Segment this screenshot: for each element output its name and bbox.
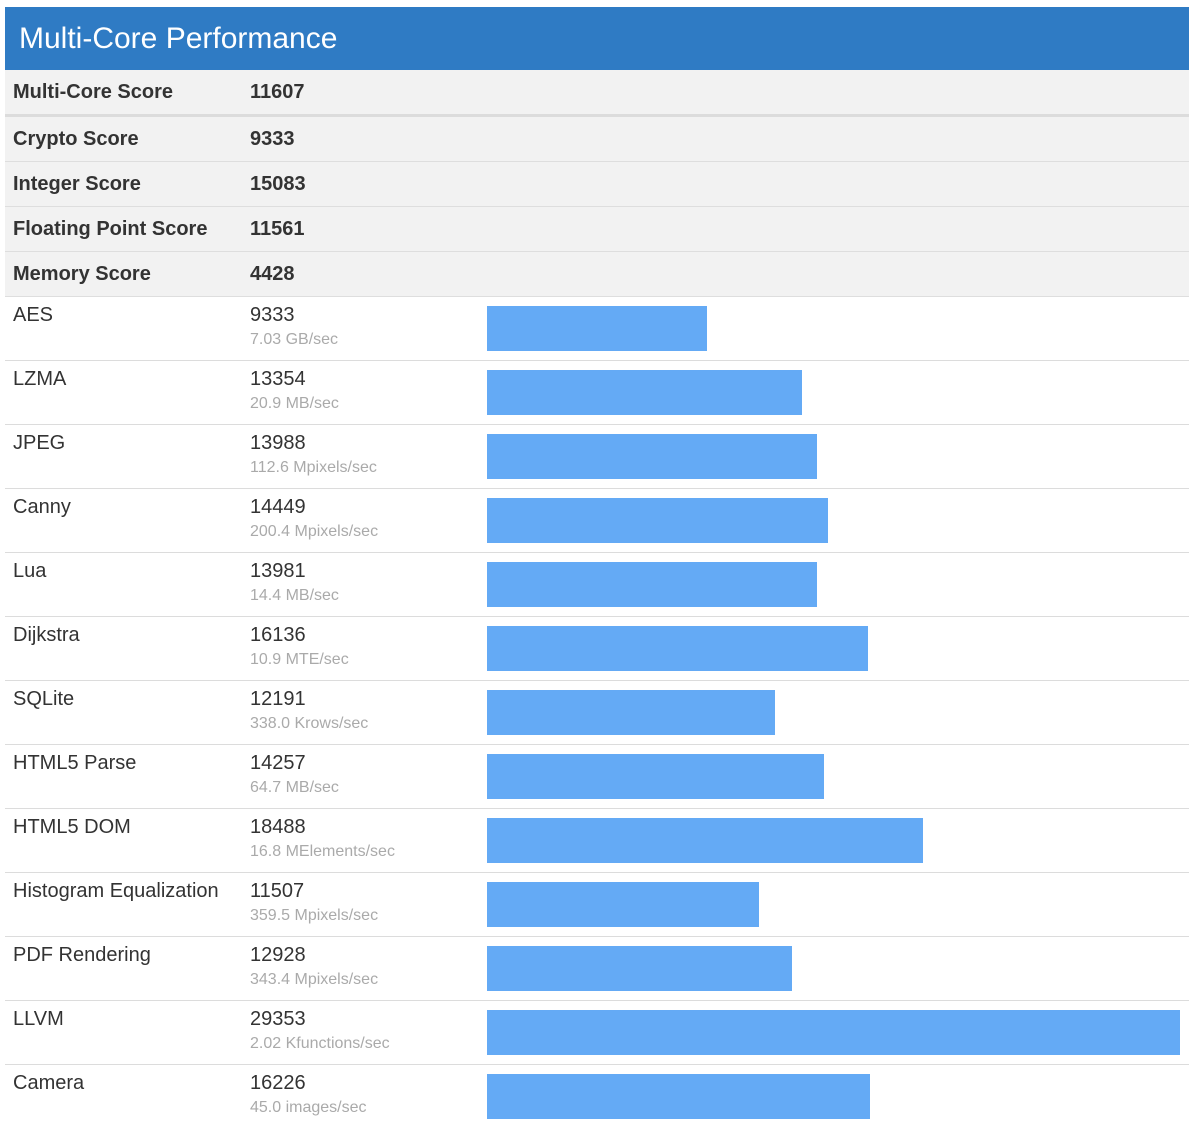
benchmark-score: 12928 (250, 944, 306, 966)
summary-row-multi-core: Multi-Core Score 11607 (5, 70, 1189, 117)
benchmark-bar (487, 882, 759, 927)
benchmark-rate: 7.03 GB/sec (250, 331, 339, 348)
benchmark-bar (487, 498, 828, 543)
summary-label: Multi-Core Score (13, 81, 174, 103)
benchmark-score: 16136 (250, 624, 306, 646)
benchmark-rate: 338.0 Krows/sec (250, 715, 369, 732)
benchmark-bar (487, 1074, 870, 1119)
benchmark-rate: 45.0 images/sec (250, 1099, 367, 1116)
benchmark-bar (487, 562, 817, 607)
benchmark-score: 11507 (250, 880, 305, 902)
benchmark-score: 14449 (250, 496, 306, 518)
summary-value: 11607 (250, 81, 305, 103)
summary-value: 11561 (250, 218, 305, 240)
benchmark-rate: 14.4 MB/sec (250, 587, 339, 604)
benchmark-row: PDF Rendering 12928 343.4 Mpixels/sec (5, 937, 1189, 1001)
benchmark-rate: 359.5 Mpixels/sec (250, 907, 379, 924)
benchmark-row: AES 9333 7.03 GB/sec (5, 297, 1189, 361)
benchmark-score: 13354 (250, 368, 306, 390)
benchmark-name: PDF Rendering (13, 944, 151, 966)
benchmark-rate: 10.9 MTE/sec (250, 651, 349, 668)
benchmark-name: Lua (13, 560, 47, 582)
summary-value: 15083 (250, 173, 306, 195)
benchmark-score: 9333 (250, 304, 295, 326)
benchmark-bar (487, 306, 707, 351)
benchmark-score: 18488 (250, 816, 306, 838)
benchmark-name: HTML5 DOM (13, 816, 131, 838)
benchmark-bar (487, 434, 817, 479)
benchmark-row: SQLite 12191 338.0 Krows/sec (5, 681, 1189, 745)
benchmark-name: SQLite (13, 688, 75, 710)
benchmark-name: LZMA (13, 368, 67, 390)
benchmark-rate: 112.6 Mpixels/sec (250, 459, 377, 476)
summary-row-crypto: Crypto Score 9333 (5, 117, 1189, 162)
benchmark-name: Histogram Equalization (13, 880, 219, 902)
summary-label: Memory Score (13, 263, 151, 285)
benchmark-score: 12191 (250, 688, 306, 710)
benchmark-row: Camera 16226 45.0 images/sec (5, 1065, 1189, 1124)
benchmark-row: LLVM 29353 2.02 Kfunctions/sec (5, 1001, 1189, 1065)
benchmark-score: 16226 (250, 1072, 306, 1094)
benchmark-name: JPEG (13, 432, 66, 454)
benchmark-row: Lua 13981 14.4 MB/sec (5, 553, 1189, 617)
summary-label: Integer Score (13, 173, 141, 195)
benchmark-score: 14257 (250, 752, 306, 774)
summary-value: 4428 (250, 263, 295, 285)
benchmark-rate: 2.02 Kfunctions/sec (250, 1035, 390, 1052)
benchmark-score: 13988 (250, 432, 306, 454)
panel-title: Multi-Core Performance (5, 7, 1189, 70)
benchmark-row: Histogram Equalization 11507 359.5 Mpixels… (5, 873, 1189, 937)
benchmark-bar (487, 626, 868, 671)
benchmark-row: Canny 14449 200.4 Mpixels/sec (5, 489, 1189, 553)
summary-row-floating-point: Floating Point Score 11561 (5, 207, 1189, 252)
benchmark-rate: 16.8 MElements/sec (250, 843, 395, 860)
benchmark-name: AES (13, 304, 54, 326)
benchmark-bar (487, 690, 775, 735)
benchmark-row: JPEG 13988 112.6 Mpixels/sec (5, 425, 1189, 489)
benchmark-row: HTML5 Parse 14257 64.7 MB/sec (5, 745, 1189, 809)
benchmark-row: Dijkstra 16136 10.9 MTE/sec (5, 617, 1189, 681)
benchmark-rate: 20.9 MB/sec (250, 395, 339, 412)
summary-label: Crypto Score (13, 128, 139, 150)
benchmark-row: LZMA 13354 20.9 MB/sec (5, 361, 1189, 425)
summary-row-integer: Integer Score 15083 (5, 162, 1189, 207)
benchmark-name: HTML5 Parse (13, 752, 137, 774)
benchmark-rate: 343.4 Mpixels/sec (250, 971, 379, 988)
benchmark-list: AES 9333 7.03 GB/sec LZMA 13354 20.9 MB/sec JP… (5, 297, 1189, 1124)
benchmark-row: HTML5 DOM 18488 16.8 MElements/sec (5, 809, 1189, 873)
multi-core-performance-panel: Multi-Core Performance Multi-Core Score … (5, 7, 1189, 1124)
benchmark-name: Canny (13, 496, 71, 518)
benchmark-name: Camera (13, 1072, 85, 1094)
benchmark-score: 13981 (250, 560, 306, 582)
benchmark-bar (487, 818, 923, 863)
summary-value: 9333 (250, 128, 295, 150)
benchmark-rate: 64.7 MB/sec (250, 779, 339, 796)
summary-label: Floating Point Score (13, 218, 208, 240)
summary-row-memory: Memory Score 4428 (5, 252, 1189, 297)
benchmark-bar (487, 370, 802, 415)
benchmark-score: 29353 (250, 1008, 306, 1030)
benchmark-name: Dijkstra (13, 624, 80, 646)
benchmark-rate: 200.4 Mpixels/sec (250, 523, 379, 540)
benchmark-name: LLVM (13, 1008, 64, 1030)
benchmark-bar (487, 754, 824, 799)
benchmark-bar (487, 946, 792, 991)
benchmark-bar (487, 1010, 1180, 1055)
